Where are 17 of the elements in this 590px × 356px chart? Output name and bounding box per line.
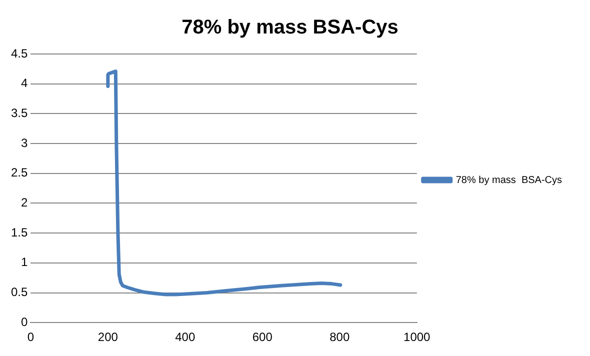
- y-tick-label: 0.5: [10, 285, 28, 300]
- y-tick-label: 3: [20, 136, 28, 150]
- y-tick-label: 1: [20, 255, 28, 270]
- y-tick-label: 2: [20, 196, 28, 210]
- y-tick-label: 4: [20, 76, 28, 90]
- x-tick-label: 200: [98, 330, 118, 344]
- y-tick-label: 4.5: [10, 46, 28, 60]
- y-tick-label: 3.5: [10, 106, 28, 120]
- x-tick-label: 800: [330, 330, 350, 344]
- chart-title: 78% by mass BSA-Cys: [182, 16, 398, 39]
- x-tick-label: 600: [252, 330, 273, 344]
- y-tick-label: 2.5: [10, 166, 28, 180]
- y-tick-label: 1.5: [10, 225, 28, 240]
- x-tick-label: 400: [175, 330, 196, 344]
- legend-label: 78% by mass BSA-Cys: [456, 174, 562, 186]
- x-tick-label: 1000: [404, 330, 431, 344]
- y-tick-label: 0: [20, 314, 28, 329]
